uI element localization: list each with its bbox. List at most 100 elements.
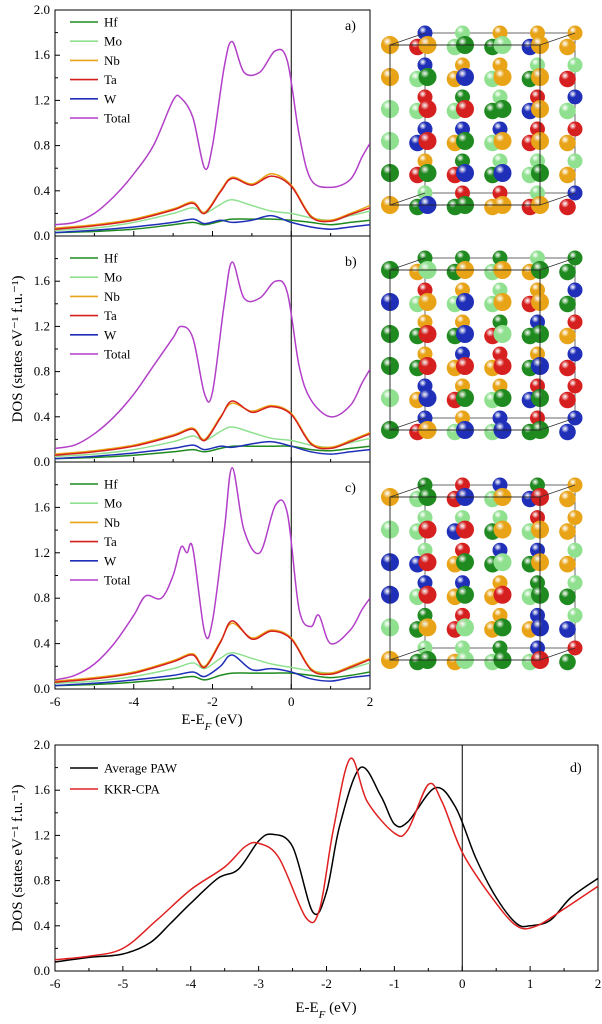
series-line-hf [55,671,370,687]
x-tick-label: -1 [389,976,400,991]
atom-sphere [493,293,512,311]
series-line-total [55,466,370,681]
atom-sphere [456,585,474,604]
series-line-kkr-cpa [55,757,598,961]
y-tick-label: 1.6 [34,499,51,514]
series-line-average-paw [55,766,598,963]
atom-sphere [418,357,437,375]
abc-x-axis-label: E-EF (eV) [181,712,242,733]
y-tick-label: 2.0 [34,737,50,752]
atom-sphere [456,553,474,572]
x-tick-label: -5 [117,976,128,991]
x-tick-label: -4 [128,694,139,709]
legend-label-hf: Hf [104,15,118,30]
x-tick-label: -4 [185,976,196,991]
atom-sphere [559,263,576,281]
panel-a: 0.0 0.4 0.8 1.2 1.6 2.0 Hf Mo Nb Ta W Total a) [34,2,371,243]
atom-sphere [559,391,576,409]
atom-sphere [493,618,512,637]
atom-sphere [456,520,474,539]
atom-sphere [559,166,576,184]
atom-sphere [418,132,437,150]
legend-label-total: Total [104,111,131,126]
atom-sphere [567,89,583,105]
series-line-w [55,440,370,460]
legend-label-mo: Mo [104,496,122,511]
atom-sphere [418,389,437,407]
legend-label-mo: Mo [104,270,122,285]
legend-label-hf: Hf [104,251,118,266]
atom-sphere [567,57,583,73]
crystal-structure-0 [381,25,583,216]
series-line-hf [55,445,370,460]
panel-b-label: b) [345,255,357,270]
series-line-total [55,40,370,226]
y-tick-label: 1.6 [34,273,51,288]
legend-label-mo: Mo [104,34,122,49]
atom-sphere [567,346,583,362]
atom-sphere [493,100,512,118]
y-tick-label: 1.2 [34,92,50,107]
atom-sphere [456,389,474,407]
atom-sphere [493,357,512,375]
atom-sphere [493,520,512,539]
legend-label-ta: Ta [104,308,117,323]
series-line-hf [55,218,370,234]
atom-sphere [456,100,474,118]
atom-sphere [559,588,576,606]
atom-sphere [559,359,576,377]
atom-sphere [559,38,576,56]
atom-sphere [418,325,437,343]
x-tick-label: -6 [50,976,61,991]
legend-label-nb: Nb [104,53,120,68]
atom-sphere [493,132,512,150]
x-tick-label: 2 [595,976,602,991]
abc-y-axis-label: DOS (states eV⁻¹ f.u.⁻¹) [10,276,26,423]
legend-label-w: W [104,553,117,568]
x-tick-label: -2 [207,694,218,709]
atom-sphere [456,293,474,311]
x-tick-label: -3 [253,976,264,991]
legend-label-w: W [104,327,117,342]
y-tick-label: 0.0 [34,228,50,243]
atom-sphere [456,164,474,182]
atom-sphere [567,378,583,394]
series-line-ta [55,175,370,230]
y-tick-label: 1.6 [34,47,51,62]
y-tick-label: 1.2 [34,545,50,560]
atom-sphere [567,153,583,169]
atom-sphere [559,555,576,573]
series-line-ta [55,620,370,683]
atom-sphere [418,164,437,182]
atom-sphere [559,295,576,313]
panel-a-label: a) [345,19,356,34]
crystal-structure-1 [381,250,583,441]
series-line-w [55,654,370,687]
y-tick-label: 0.0 [34,963,50,978]
legend-label-average-paw: Average PAW [104,761,178,776]
y-tick-label: 0.8 [34,590,50,605]
crystal-structure-2 [381,477,583,671]
y-tick-label: 0.0 [34,681,50,696]
atom-sphere [559,134,576,152]
y-tick-label: 1.6 [34,782,51,797]
y-tick-label: 0.4 [34,636,51,651]
y-tick-label: 1.2 [34,827,50,842]
panel-d-frame [54,744,599,972]
atom-sphere [418,68,437,86]
series-line-w [55,214,370,234]
x-tick-label: 1 [527,976,534,991]
series-line-total [55,261,370,450]
legend-label-ta: Ta [104,72,117,87]
x-tick-label: 0 [288,694,295,709]
atom-sphere [559,621,576,638]
atom-sphere [493,68,512,86]
atom-sphere [559,327,576,345]
legend-label-nb: Nb [104,289,120,304]
y-tick-label: 2.0 [34,2,50,17]
atom-sphere [418,293,437,311]
x-tick-label: 0 [459,976,466,991]
y-tick-label: 0.0 [34,454,50,469]
y-tick-label: 0.4 [34,409,51,424]
